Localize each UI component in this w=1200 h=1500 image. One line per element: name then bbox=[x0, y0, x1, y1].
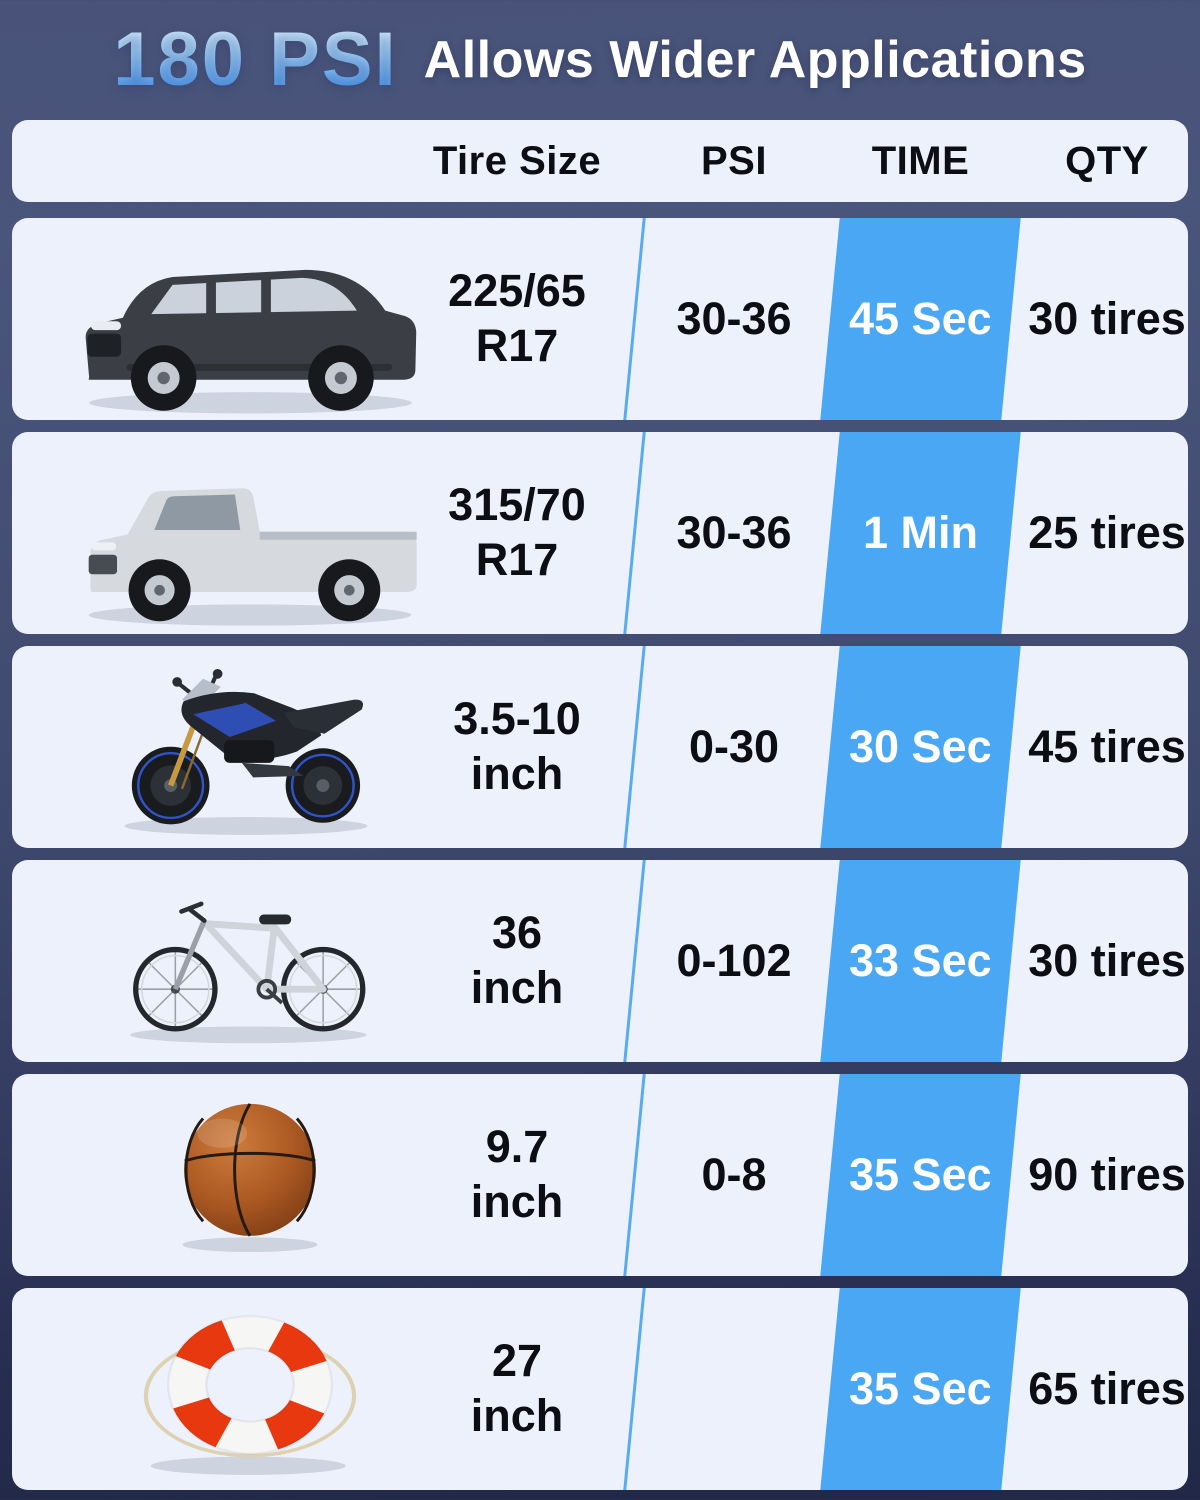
basketball-icon bbox=[40, 1074, 460, 1276]
time-value: 35 Sec bbox=[849, 1363, 992, 1414]
tire-size-line1: 225/65 bbox=[448, 265, 586, 317]
tire-size-value: 3.5-10 inch bbox=[397, 646, 637, 848]
psi-value: 0-102 bbox=[676, 935, 792, 986]
tire-size-line1: 3.5-10 bbox=[453, 693, 581, 745]
tire-size-line2: inch bbox=[470, 748, 564, 799]
table-row-swim-ring: 35 Sec 27 inch 65 tires bbox=[12, 1288, 1188, 1490]
qty-value: 30 tires bbox=[1028, 293, 1186, 344]
time-highlight-band: 35 Sec bbox=[819, 1288, 1022, 1490]
tire-size-line2: R17 bbox=[475, 320, 559, 371]
table-row-bicycle: 33 Sec bbox=[12, 860, 1188, 1062]
header-label-time: TIME bbox=[871, 138, 970, 183]
title-psi-highlight: 180 PSI bbox=[113, 17, 398, 102]
suv-icon bbox=[40, 218, 460, 420]
time-value: 35 Sec bbox=[849, 1149, 992, 1200]
pickup-truck-icon bbox=[40, 432, 460, 634]
tire-size-value: 315/70 R17 bbox=[397, 432, 637, 634]
table-row-basketball: 35 Sec bbox=[12, 1074, 1188, 1276]
page-title: 180 PSI Allows Wider Applications bbox=[0, 0, 1200, 120]
psi-value bbox=[648, 1288, 820, 1490]
table-row-suv: 45 Sec 225/65 R17 3 bbox=[12, 218, 1188, 420]
spec-table-header: Tire Size PSI TIME QTY bbox=[12, 120, 1188, 202]
tire-size-line2: inch bbox=[470, 1176, 564, 1227]
swim-ring-icon bbox=[40, 1288, 460, 1490]
time-value: 45 Sec bbox=[849, 293, 992, 344]
time-highlight-band: 45 Sec bbox=[819, 218, 1022, 420]
tire-size-line1: 36 bbox=[491, 907, 543, 959]
tire-size-value: 225/65 R17 bbox=[397, 218, 637, 420]
tire-size-line1: 9.7 bbox=[485, 1121, 549, 1173]
time-value: 30 Sec bbox=[849, 721, 992, 772]
table-row-motorcycle: 30 Sec bbox=[12, 646, 1188, 848]
psi-value: 0-8 bbox=[701, 1149, 767, 1200]
qty-value: 25 tires bbox=[1028, 507, 1186, 558]
header-label-qty: QTY bbox=[1065, 138, 1149, 183]
table-row-pickup-truck: 1 Min 315/70 R17 30-36 25 tires bbox=[12, 432, 1188, 634]
header-label-psi: PSI bbox=[701, 138, 767, 183]
motorcycle-icon bbox=[40, 646, 460, 848]
qty-value: 65 tires bbox=[1028, 1363, 1186, 1414]
time-highlight-band: 30 Sec bbox=[819, 646, 1022, 848]
time-highlight-band: 33 Sec bbox=[819, 860, 1022, 1062]
tire-size-value: 36 inch bbox=[397, 860, 637, 1062]
bicycle-icon bbox=[40, 860, 460, 1062]
tire-size-value: 27 inch bbox=[397, 1288, 637, 1490]
time-value: 33 Sec bbox=[849, 935, 992, 986]
psi-value: 0-30 bbox=[688, 721, 780, 772]
psi-value: 30-36 bbox=[676, 293, 792, 344]
qty-value: 90 tires bbox=[1028, 1149, 1186, 1200]
tire-size-line2: inch bbox=[470, 962, 564, 1013]
tire-size-line2: R17 bbox=[475, 534, 559, 585]
qty-value: 45 tires bbox=[1028, 721, 1186, 772]
qty-value: 30 tires bbox=[1028, 935, 1186, 986]
time-highlight-band: 1 Min bbox=[819, 432, 1022, 634]
tire-size-line1: 27 bbox=[491, 1335, 543, 1387]
title-text: Allows Wider Applications bbox=[423, 31, 1087, 89]
tire-size-line1: 315/70 bbox=[448, 479, 586, 531]
tire-size-value: 9.7 inch bbox=[397, 1074, 637, 1276]
time-value: 1 Min bbox=[862, 507, 978, 558]
psi-value: 30-36 bbox=[676, 507, 792, 558]
tire-size-line2: inch bbox=[470, 1390, 564, 1441]
time-highlight-band: 35 Sec bbox=[819, 1074, 1022, 1276]
header-label-tire-size: Tire Size bbox=[432, 138, 602, 183]
